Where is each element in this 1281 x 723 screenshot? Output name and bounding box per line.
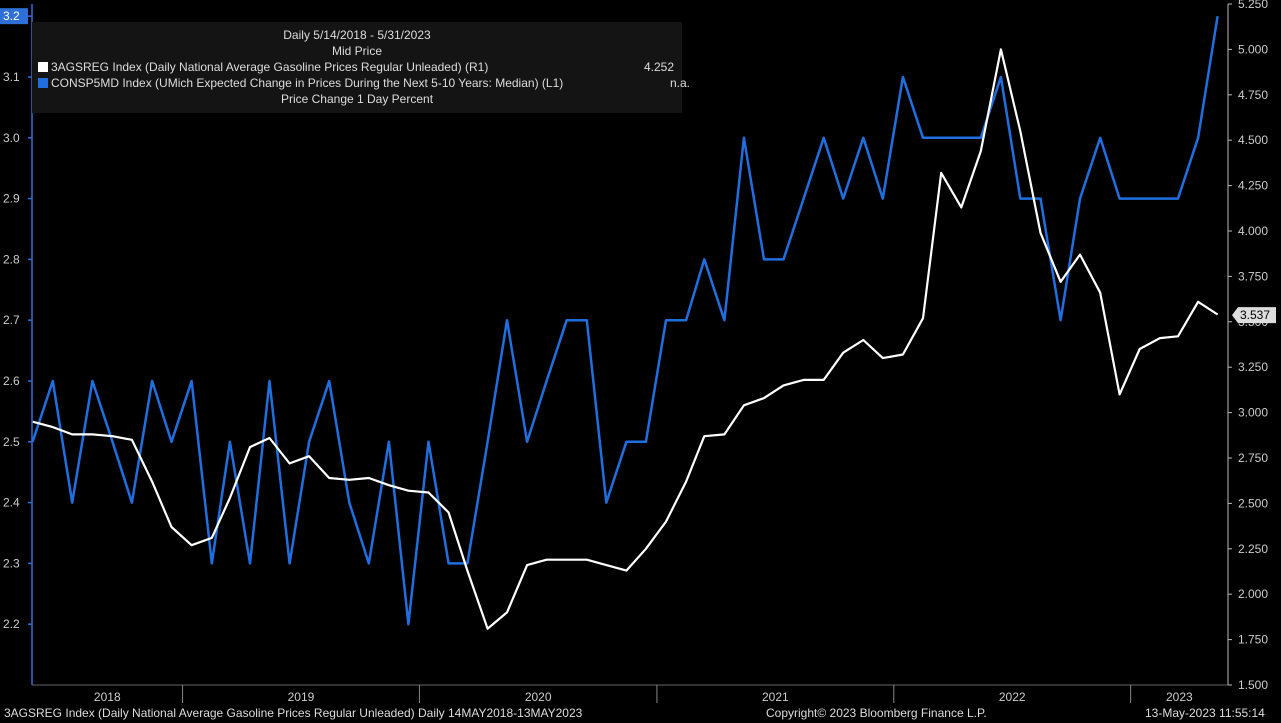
inflation-expectation-line xyxy=(31,16,1219,626)
year-label: 2022 xyxy=(999,690,1026,704)
left-tick-label: 2.8 xyxy=(3,252,20,266)
left-tick-label: 2.6 xyxy=(3,374,20,388)
year-label: 2021 xyxy=(762,690,789,704)
left-tick-label: 2.2 xyxy=(3,617,20,631)
left-tick-label: 3.1 xyxy=(3,70,20,84)
left-tick-label: 2.9 xyxy=(3,192,20,206)
right-tick-label: 3.000 xyxy=(1238,406,1268,420)
last-value-badge xyxy=(1232,307,1276,324)
inflation-swatch-icon xyxy=(38,78,48,88)
right-tick-label: 1.750 xyxy=(1238,633,1268,647)
legend: Daily 5/14/2018 - 5/31/2023 Mid Price 3A… xyxy=(32,22,690,113)
left-tick-label: 2.4 xyxy=(3,496,20,510)
x-axis: 2018 2019 2020 2021 2022 2023 xyxy=(32,684,1228,704)
footer-series-info: 3AGSREG Index (Daily National Average Ga… xyxy=(4,706,583,720)
left-axis: 2.2 2.3 2.4 2.5 2.6 2.7 2.8 2.9 3.0 3.1 3.2 xyxy=(0,4,33,685)
right-tick-label: 4.000 xyxy=(1238,224,1268,238)
right-axis: 1.500 1.750 2.000 2.250 2.500 2.750 3.000 3.250… xyxy=(1227,0,1276,692)
left-tick-label: 2.3 xyxy=(3,556,20,570)
left-tick-highlight xyxy=(0,8,28,25)
left-tick-label: 2.5 xyxy=(3,435,20,449)
right-tick-label: 5.250 xyxy=(1238,0,1268,11)
left-tick-label: 3.2 xyxy=(3,9,20,23)
right-tick-label: 2.000 xyxy=(1238,587,1268,601)
right-tick-label: 3.750 xyxy=(1238,269,1268,283)
legend-row-gasoline[interactable]: 3AGSREG Index (Daily National Average Ga… xyxy=(38,60,488,75)
right-tick-label: 2.500 xyxy=(1238,496,1268,510)
legend-price-type: Mid Price xyxy=(331,44,382,58)
year-label: 2020 xyxy=(525,690,552,704)
right-tick-label: 3.250 xyxy=(1238,360,1268,374)
lines-layer xyxy=(31,16,1219,630)
right-tick-label: 2.750 xyxy=(1238,451,1268,465)
right-tick-label: 4.250 xyxy=(1238,179,1268,193)
legend-series2-label: CONSP5MD Index (UMich Expected Change in… xyxy=(51,76,564,90)
left-tick-label: 3.0 xyxy=(3,131,20,145)
legend-period: Daily 5/14/2018 - 5/31/2023 xyxy=(283,28,431,42)
gasoline-price-line xyxy=(32,48,1219,630)
legend-row-inflation[interactable]: CONSP5MD Index (UMich Expected Change in… xyxy=(38,76,563,91)
right-tick-label: 4.750 xyxy=(1238,88,1268,102)
legend-series2-value: n.a. xyxy=(670,76,691,90)
year-label: 2019 xyxy=(288,690,315,704)
legend-series2-unit: Price Change 1 Day Percent xyxy=(280,92,434,106)
left-tick-label: 2.7 xyxy=(3,313,20,327)
year-label: 2023 xyxy=(1166,690,1193,704)
right-tick-label: 5.000 xyxy=(1238,42,1268,56)
legend-series1-label: 3AGSREG Index (Daily National Average Ga… xyxy=(51,60,489,74)
footer-timestamp: 13-May-2023 11:55:14 xyxy=(1145,706,1265,720)
gasoline-swatch-icon xyxy=(38,62,48,72)
right-tick-label: 1.500 xyxy=(1238,678,1268,692)
right-tick-label: 2.250 xyxy=(1238,542,1268,556)
legend-series1-value: 4.252 xyxy=(644,60,675,74)
footer-copyright: Copyright© 2023 Bloomberg Finance L.P. xyxy=(766,706,987,720)
year-label: 2018 xyxy=(94,690,121,704)
right-tick-label: 4.500 xyxy=(1238,133,1268,147)
last-value-label: 3.537 xyxy=(1240,308,1270,322)
